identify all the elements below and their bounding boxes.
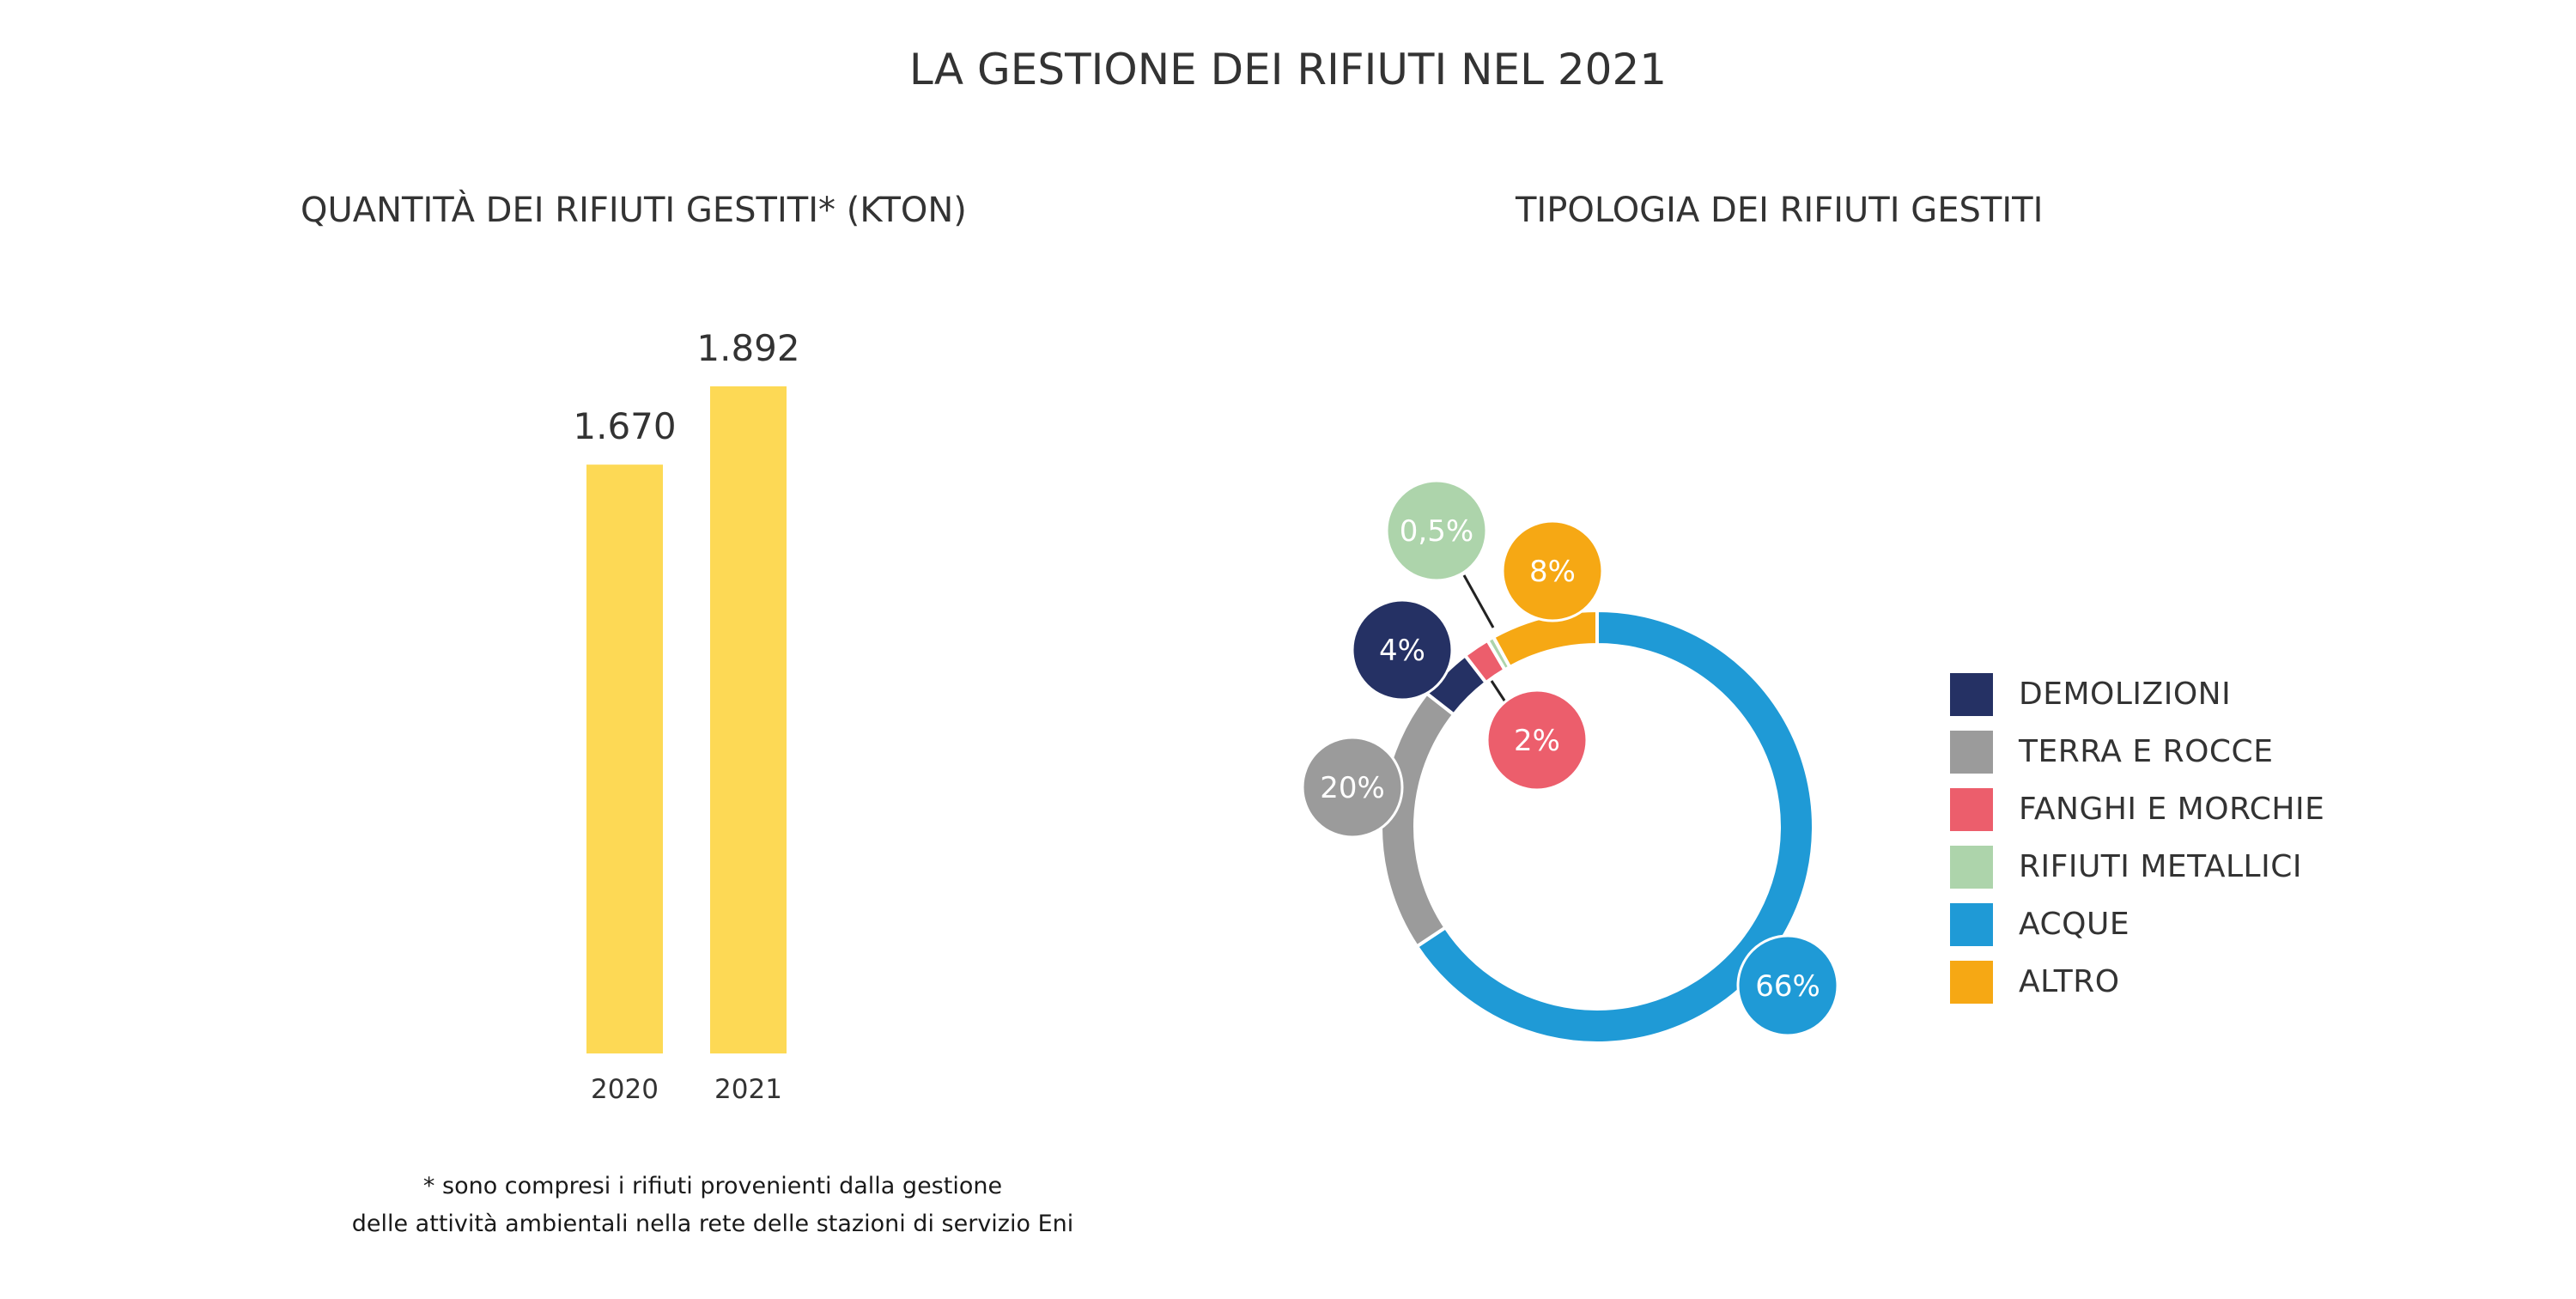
legend-swatch	[1950, 672, 1993, 716]
percent-bubble	[1351, 598, 1454, 701]
legend-item: FANGHI E MORCHIE	[1950, 780, 2324, 838]
page-title: LA GESTIONE DEI RIFIUTI NEL 2021	[908, 45, 1668, 94]
percent-label: 4%	[1379, 634, 1425, 668]
percent-bubble	[1736, 934, 1839, 1037]
legend-item: TERRA E ROCCE	[1950, 723, 2324, 780]
percent-label: 2%	[1514, 724, 1560, 758]
percent-bubble	[1301, 736, 1404, 839]
percent-label: 8%	[1529, 555, 1576, 589]
percent-bubble	[1385, 479, 1488, 582]
donut-chart-title: TIPOLOGIA DEI RIFIUTI GESTITI	[1516, 191, 2044, 230]
footnote-line-2: delle attività ambientali nella rete del…	[351, 1211, 1074, 1237]
legend-swatch	[1950, 730, 1993, 774]
legend-swatch	[1950, 960, 1993, 1004]
bar-value-label: 1.670	[573, 405, 676, 447]
bar-chart-title: QUANTITÀ DEI RIFIUTI GESTITI* (KTON)	[301, 191, 967, 230]
donut-legend: DEMOLIZIONI TERRA E ROCCE FANGHI E MORCHIE…	[1950, 665, 2324, 1011]
legend-label: RIFIUTI METALLICI	[2019, 849, 2302, 884]
footnote: * sono compresi i rifiuti provenienti da…	[240, 1168, 1185, 1243]
percent-label: 20%	[1320, 771, 1385, 805]
leader-line	[1462, 574, 1495, 628]
x-tick-label: 2020	[591, 1074, 659, 1105]
bar-2021	[710, 386, 787, 1053]
legend-label: ALTRO	[2019, 964, 2120, 999]
bar-chart: 1.670 2020 1.892 2021	[573, 327, 799, 1105]
legend-item: RIFIUTI METALLICI	[1950, 838, 2324, 895]
legend-label: DEMOLIZIONI	[2019, 677, 2232, 712]
footnote-line-1: * sono compresi i rifiuti provenienti da…	[422, 1173, 1003, 1199]
donut-slice-altro	[1491, 608, 1599, 670]
percent-bubble	[1485, 689, 1589, 792]
legend-item: DEMOLIZIONI	[1950, 665, 2324, 723]
percent-bubble	[1501, 519, 1604, 622]
legend-swatch	[1950, 787, 1993, 831]
percent-label: 66%	[1755, 969, 1820, 1004]
bar-value-label: 1.892	[696, 327, 799, 369]
legend-label: ACQUE	[2019, 907, 2130, 942]
donut-chart: 66% 20% 4% 2% 0,5% 8%	[1301, 479, 1839, 1045]
legend-swatch	[1950, 845, 1993, 889]
percent-label: 0,5%	[1400, 514, 1473, 549]
legend-label: FANGHI E MORCHIE	[2019, 792, 2325, 827]
x-tick-label: 2021	[714, 1074, 782, 1105]
legend-label: TERRA E ROCCE	[2019, 734, 2274, 769]
legend-swatch	[1950, 902, 1993, 946]
bar-2020	[586, 464, 663, 1053]
legend-item: ALTRO	[1950, 953, 2324, 1011]
donut-slice-acque	[1414, 608, 1815, 1045]
legend-item: ACQUE	[1950, 895, 2324, 953]
